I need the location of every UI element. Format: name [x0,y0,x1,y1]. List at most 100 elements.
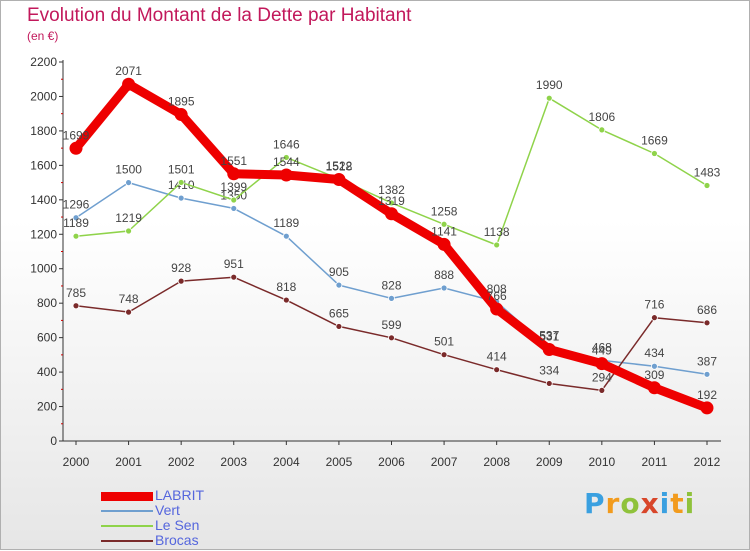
data-point-brocas [703,319,711,327]
y-tick-label: 1800 [30,124,57,138]
logo-letter: x [640,487,660,520]
data-label-labrit: 1699 [63,128,90,142]
data-point-labrit [490,302,504,316]
data-point-vert [388,294,395,302]
data-label-le-sen: 1483 [694,166,721,180]
data-label-vert: 434 [644,346,664,360]
data-label-le-sen: 1522 [326,159,353,173]
proxiti-logo: Proxiti [584,487,695,520]
data-label-vert: 1189 [273,216,299,230]
data-label-le-sen: 1382 [378,183,405,197]
x-tick-label: 2006 [378,455,405,469]
data-point-labrit [385,207,398,221]
data-point-labrit [227,167,241,181]
y-tick-label: 600 [37,331,57,345]
data-label-labrit: 2071 [115,64,142,78]
data-point-vert [72,214,80,222]
y-tick-label: 1400 [30,193,57,207]
data-label-vert: 1350 [220,188,247,202]
logo-letter: i [684,487,696,520]
data-point-le-sen [388,199,395,207]
data-label-le-sen: 1399 [220,180,247,194]
data-label-brocas: 665 [329,306,349,320]
data-point-labrit [174,108,188,122]
data-point-brocas [493,366,501,374]
data-label-brocas: 599 [381,318,401,332]
data-label-vert: 1296 [63,198,90,212]
y-tick-label: 2200 [30,55,57,69]
data-point-labrit [542,343,556,357]
data-label-vert: 387 [697,354,717,368]
y-tick-label: 0 [50,434,57,448]
y-tick-label: 800 [37,296,57,310]
chart-unit: (en €) [27,29,59,43]
y-tick-label: 1200 [30,227,57,241]
data-label-vert: 537 [539,328,559,342]
data-point-vert [230,205,238,212]
data-point-brocas [72,302,80,310]
data-label-brocas: 928 [171,261,191,275]
data-label-labrit: 1141 [431,224,457,238]
y-tick-label: 400 [37,365,57,379]
x-tick-label: 2002 [168,455,195,469]
logo-letter: P [584,487,606,520]
data-label-vert: 828 [381,278,401,292]
data-label-labrit: 1895 [168,95,195,109]
chart-title: Evolution du Montant de la Dette par Hab… [27,5,412,26]
data-point-vert [703,370,711,378]
data-label-labrit: 192 [697,388,717,402]
data-label-le-sen: 1258 [431,204,458,218]
y-tick-label: 2000 [30,89,57,103]
data-label-brocas: 951 [224,257,244,271]
data-label-le-sen: 1646 [273,137,300,151]
data-label-labrit: 531 [539,330,559,344]
data-point-vert [335,281,343,289]
data-point-le-sen [177,179,185,186]
data-point-brocas [545,380,553,387]
data-point-le-sen [493,241,501,249]
legend-swatch [101,525,153,527]
series-line-labrit [71,79,712,413]
legend-swatch [101,491,153,501]
data-label-vert: 888 [434,268,454,282]
data-label-le-sen: 1501 [168,162,195,176]
data-point-brocas [125,308,132,316]
data-point-le-sen [703,182,711,189]
data-point-le-sen [440,220,448,228]
data-label-le-sen: 1669 [641,133,668,147]
data-point-le-sen [282,154,290,161]
data-label-vert: 808 [487,282,507,296]
x-tick-label: 2004 [273,455,300,469]
logo-letter: i [659,487,671,520]
series-line-brocas [75,276,708,392]
data-label-le-sen: 1189 [63,216,89,230]
data-point-le-sen [72,232,80,240]
data-point-brocas [282,296,290,304]
data-label-brocas: 686 [697,303,717,317]
legend-label: Vert [155,502,180,518]
data-point-labrit [69,141,83,155]
x-tick-label: 2011 [642,455,668,469]
data-label-labrit: 766 [487,289,507,303]
data-point-brocas [177,277,185,285]
data-point-vert [177,194,185,202]
data-label-vert: 1500 [115,163,142,177]
x-tick-label: 2010 [588,455,615,469]
data-point-le-sen [545,94,553,102]
data-label-brocas: 748 [119,292,139,306]
legend-swatch [101,540,153,542]
data-label-vert: 468 [592,340,612,354]
legend-label: Le Sen [155,517,200,533]
data-point-le-sen [230,196,238,204]
data-label-brocas: 785 [66,286,86,300]
logo-letter: t [670,487,685,520]
x-tick-label: 2001 [115,455,142,469]
y-tick-label: 1600 [30,158,57,172]
data-point-brocas [388,334,395,342]
data-label-brocas: 818 [276,280,296,294]
data-label-labrit: 309 [644,368,664,382]
logo-letter: o [620,487,641,520]
data-label-brocas: 334 [539,363,559,377]
